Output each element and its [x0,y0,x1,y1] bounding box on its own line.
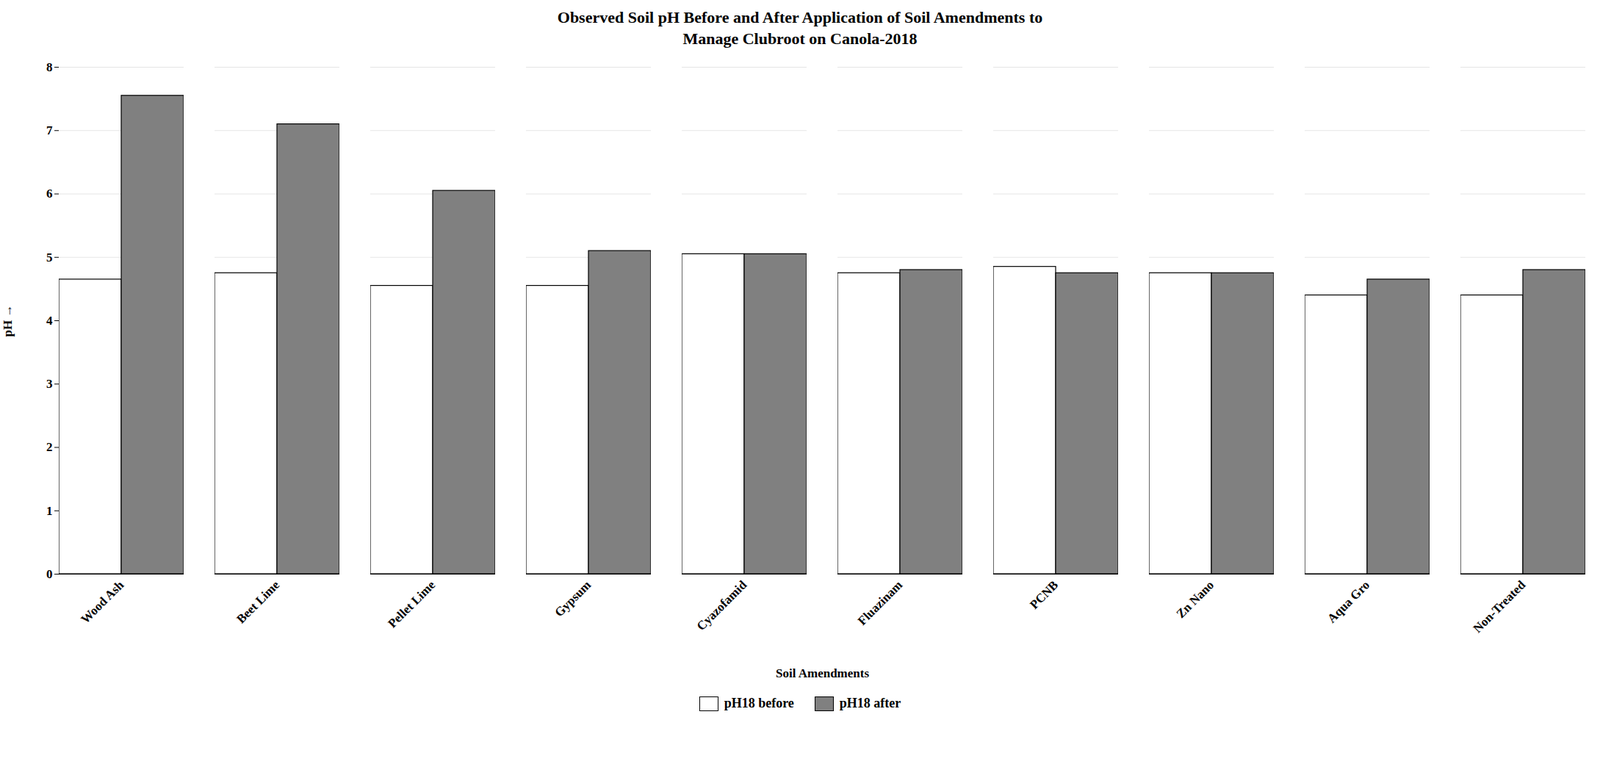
svg-text:1: 1 [46,503,53,518]
svg-text:Gypsum: Gypsum [551,578,594,621]
html-text:pH18 after: pH18 after [839,695,901,711]
html-text:pH18 before: pH18 before [724,695,794,711]
svg-text:PCNB: PCNB [1026,578,1061,612]
svg-text:0: 0 [46,567,53,582]
svg-text:5: 5 [46,250,53,265]
svg-text:Aqua Gro: Aqua Gro [1324,578,1373,626]
svg-text:Wood Ash: Wood Ash [77,577,127,626]
svg-text:Pellet Lime: Pellet Lime [384,577,438,631]
svg-text:Non-Treated: Non-Treated [1470,577,1529,636]
svg-text:Cyazofamid: Cyazofamid [694,577,751,634]
svg-text:Fluazinam: Fluazinam [855,578,906,629]
svg-text:4: 4 [46,313,53,328]
svg-text:8: 8 [46,60,53,75]
svg-text:Zn Nano: Zn Nano [1173,578,1218,622]
svg-text:7: 7 [46,123,53,138]
svg-text:6: 6 [46,187,53,202]
svg-text:2: 2 [46,440,53,455]
svg-text:pH →: pH → [0,304,15,338]
svg-text:Soil Amendments: Soil Amendments [775,666,870,681]
svg-text:3: 3 [46,376,53,391]
html-text:Observed Soil pH Before and Af: Observed Soil pH Before and After Applic… [557,8,1043,48]
svg-text:Beet Lime: Beet Lime [233,577,283,626]
